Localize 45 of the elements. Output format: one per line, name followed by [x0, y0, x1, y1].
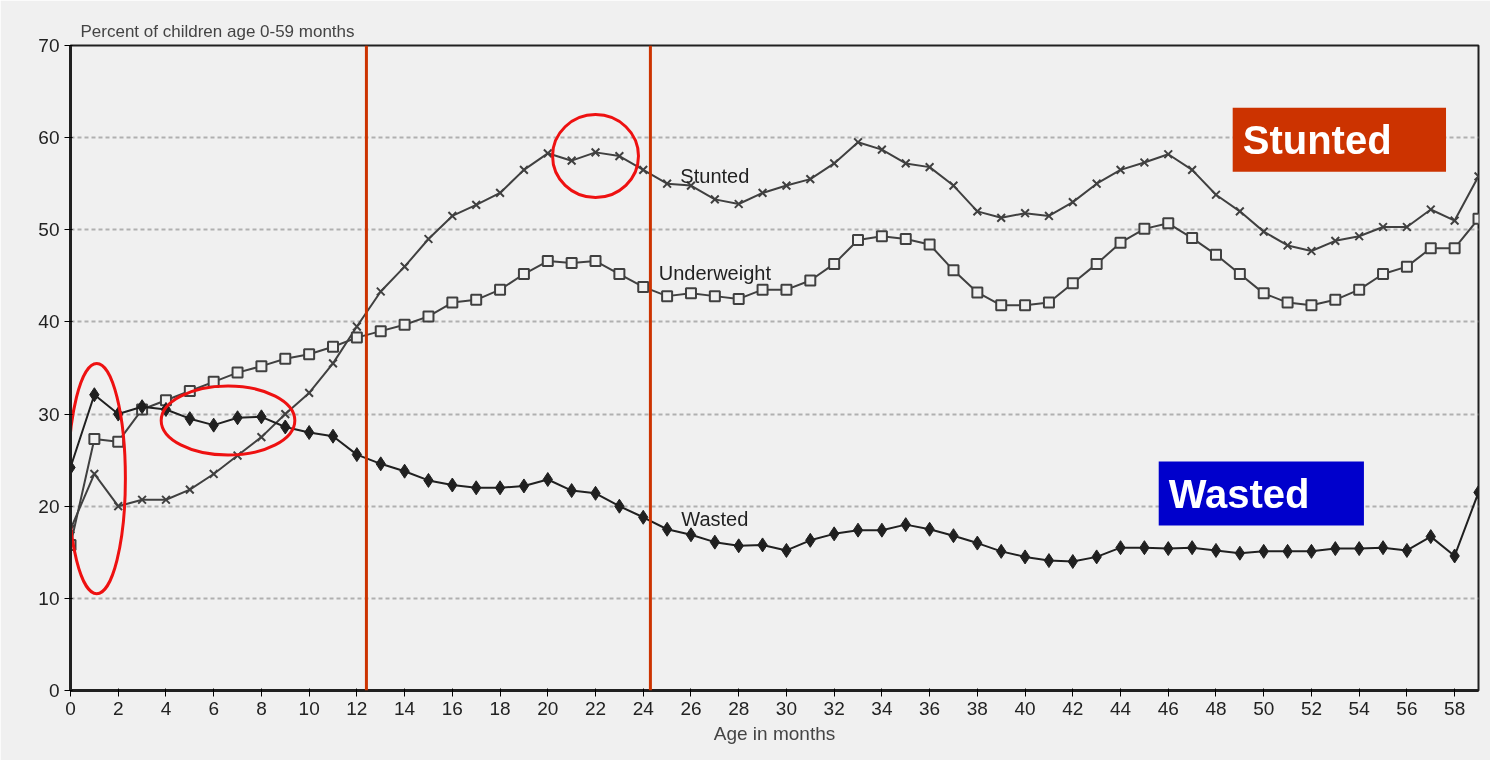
x-tick-label: 8: [256, 697, 267, 719]
x-tick-label: 12: [346, 697, 368, 719]
x-tick-label: 4: [160, 697, 172, 719]
y-tick-label: 20: [38, 495, 60, 517]
x-tick-label: 58: [1444, 697, 1466, 719]
series-label: Underweight: [658, 262, 772, 285]
x-tick-label: 16: [441, 697, 463, 719]
x-tick-label: 30: [775, 697, 798, 719]
x-tick-label: 18: [489, 697, 511, 719]
x-tick-label: 50: [1253, 697, 1275, 719]
x-tick-label: 40: [1014, 697, 1036, 719]
x-tick-label: 34: [871, 697, 893, 719]
x-tick-label: 48: [1205, 697, 1227, 719]
x-tick-label: 38: [966, 697, 988, 719]
annotation: Wasted: [1168, 471, 1310, 516]
annotation: Stunted: [1242, 117, 1392, 162]
x-tick-label: 42: [1062, 697, 1084, 719]
x-axis-title: Age in months: [713, 722, 836, 744]
x-tick-label: 20: [537, 697, 559, 719]
x-tick-label: 44: [1109, 697, 1132, 719]
x-tick-label: 14: [394, 697, 416, 719]
y-tick-label: 60: [38, 127, 60, 149]
y-tick-label: 40: [38, 311, 60, 333]
x-tick-label: 46: [1157, 697, 1179, 719]
x-tick-label: 36: [919, 697, 941, 719]
x-tick-label: 2: [112, 697, 124, 719]
series-label: Wasted: [681, 508, 749, 531]
x-tick-label: 28: [728, 697, 750, 719]
y-tick-label: 30: [38, 403, 60, 425]
x-tick-label: 54: [1348, 697, 1371, 719]
y-tick-label: 50: [38, 219, 60, 241]
y-tick-label: 10: [38, 587, 60, 609]
x-tick-label: 0: [65, 697, 76, 719]
x-tick-label: 10: [298, 697, 320, 719]
y-tick-label: 0: [48, 680, 60, 701]
x-tick-label: 32: [823, 697, 845, 719]
x-tick-label: 26: [680, 697, 702, 719]
series-label: Stunted: [680, 165, 750, 188]
y-axis-title: Percent of children age 0-59 months: [80, 21, 355, 41]
x-tick-label: 6: [208, 697, 219, 719]
x-tick-label: 56: [1396, 697, 1418, 719]
x-tick-label: 52: [1300, 697, 1323, 719]
x-tick-label: 24: [632, 697, 655, 719]
x-tick-label: 22: [584, 697, 607, 719]
y-tick-label: 70: [38, 35, 60, 56]
